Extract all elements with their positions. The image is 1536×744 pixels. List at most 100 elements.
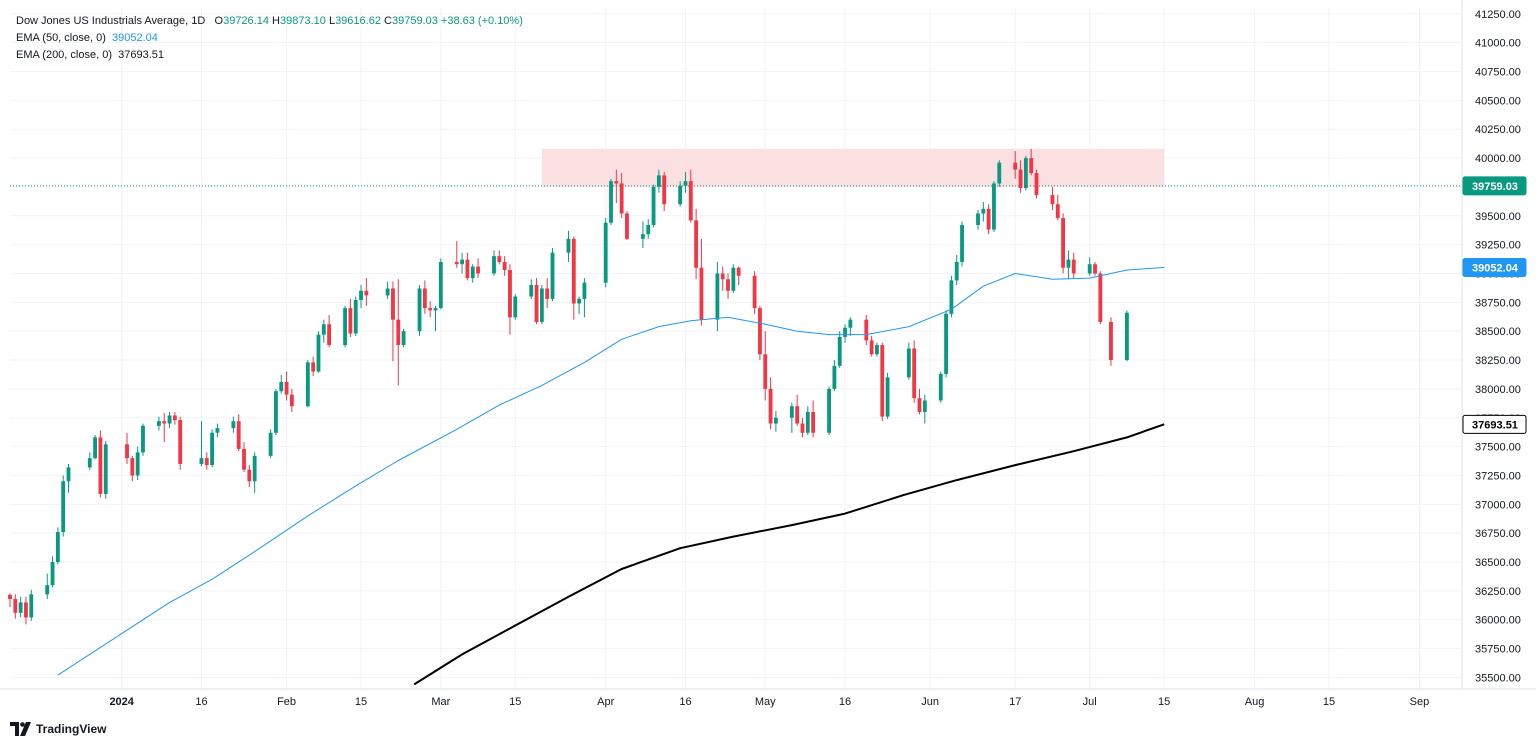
candle-body <box>843 327 847 337</box>
candle-body <box>773 417 778 424</box>
candle-body <box>992 183 996 230</box>
candle-body <box>646 224 651 235</box>
open-label: O <box>214 15 224 27</box>
candle-body <box>880 345 885 417</box>
price-tick-label: 36000.00 <box>1475 615 1521 627</box>
time-tick-label: Mar <box>431 696 450 708</box>
candle-body <box>391 288 395 320</box>
close-value: 39759.03 <box>391 15 438 27</box>
time-tick-label: 2024 <box>109 696 134 708</box>
candle-body <box>1109 321 1113 361</box>
resistance-zone <box>541 148 1165 187</box>
candle-body <box>98 437 103 494</box>
ema50-tag-bg <box>1462 257 1527 277</box>
candle-body <box>492 256 496 274</box>
candle-body <box>252 455 257 482</box>
candle-body <box>875 345 879 355</box>
candle-body <box>688 181 693 221</box>
price-tick-label: 40750.00 <box>1475 66 1521 78</box>
candle-body <box>141 425 145 453</box>
candle-body <box>1093 264 1097 274</box>
legend-ema50-row[interactable]: EMA (50, close, 0) 39052.04 <box>16 30 523 47</box>
candle-body <box>736 267 741 276</box>
price-tick-label: 39500.00 <box>1475 211 1521 223</box>
time-tick-label: 15 <box>1323 696 1335 708</box>
candle-body <box>396 319 401 346</box>
candle-body <box>167 415 172 424</box>
candle-body <box>454 261 459 265</box>
candle-body <box>87 458 92 468</box>
candle-body <box>433 308 438 311</box>
ema200-path <box>413 423 1165 686</box>
candle-body <box>651 186 656 225</box>
candle-body <box>364 290 369 296</box>
candle-body <box>428 308 433 311</box>
candle-body <box>795 406 800 424</box>
ema200-tag-text: 37693.51 <box>1472 419 1518 431</box>
candle-body <box>641 234 645 239</box>
candle-body <box>789 406 794 418</box>
price-tick-label: 38750.00 <box>1475 297 1521 309</box>
low-label: L <box>328 15 336 27</box>
candle-body <box>204 458 209 466</box>
candle-body <box>997 162 1002 184</box>
candle-body <box>694 220 699 268</box>
candle-body <box>656 175 661 187</box>
candle-body <box>758 308 762 355</box>
open-value: 39726.14 <box>223 15 269 27</box>
price-tick-label: 36250.00 <box>1475 586 1521 598</box>
price-tick-label: 36500.00 <box>1475 557 1521 569</box>
price-tags: 39759.03 39052.04 37693.51 <box>1462 176 1527 434</box>
time-tick-label: 16 <box>839 696 851 708</box>
time-tick-label: 17 <box>1009 696 1021 708</box>
candle-body <box>954 261 959 281</box>
candle-body <box>210 432 215 466</box>
tradingview-logo[interactable]: TradingView <box>10 719 106 739</box>
candle-body <box>864 319 869 341</box>
legend-ema200-row[interactable]: EMA (200, close, 0) 37693.51 <box>16 47 523 64</box>
symbol-title[interactable]: Dow Jones US Industrials Average, 1D <box>16 15 206 27</box>
axis-lines <box>0 0 1536 690</box>
candle-body <box>981 208 986 214</box>
candle-body <box>731 267 736 291</box>
legend-main-row: Dow Jones US Industrials Average, 1D O39… <box>16 13 523 30</box>
candle-body <box>1029 158 1034 174</box>
candle-body <box>1125 312 1129 361</box>
candle-body <box>162 421 167 424</box>
ema50-value: 39052.04 <box>112 32 158 44</box>
close-label: C <box>384 15 392 27</box>
ema200-tag: 37693.51 <box>1462 414 1527 434</box>
candle-body <box>55 532 60 563</box>
ema200-value: 37693.51 <box>118 49 165 61</box>
candle-body <box>178 420 183 464</box>
candle-body <box>1013 162 1018 170</box>
price-axis[interactable]: 35500.00 35750.00 36000.00 36250.00 36500.00… <box>1475 9 1521 685</box>
candle-body <box>922 400 927 412</box>
candle-body <box>401 331 406 346</box>
candle-body <box>529 285 534 297</box>
time-tick-label: Apr <box>597 696 614 708</box>
time-tick-label: May <box>755 696 776 708</box>
last-price-tag-bg <box>1462 176 1527 196</box>
last-price-tag-text: 39759.03 <box>1472 181 1518 193</box>
candle-body <box>571 238 576 304</box>
candle-body <box>768 388 773 424</box>
candle-body <box>157 421 161 426</box>
candle-body <box>550 252 555 299</box>
candle-body <box>805 411 810 433</box>
candle-body <box>125 444 129 459</box>
candle-body <box>327 324 332 346</box>
time-tick-label: Jul <box>1083 696 1097 708</box>
candle-body <box>662 175 667 205</box>
ema50-tag-text: 39052.04 <box>1472 262 1519 274</box>
candle-body <box>172 415 177 421</box>
candle-body <box>545 288 550 299</box>
candle-body <box>130 458 135 476</box>
candle-body <box>837 336 842 366</box>
time-tick-label: Feb <box>277 696 296 708</box>
price-tick-label: 35500.00 <box>1475 672 1521 684</box>
time-axis[interactable]: 2024 16 Feb 15 Mar 15 Apr 16 May 16 Jun 17 Jul 15 Aug 1… <box>109 696 1429 708</box>
ema50-label: EMA (50, close, 0) <box>16 32 106 44</box>
candle-body <box>625 213 629 239</box>
